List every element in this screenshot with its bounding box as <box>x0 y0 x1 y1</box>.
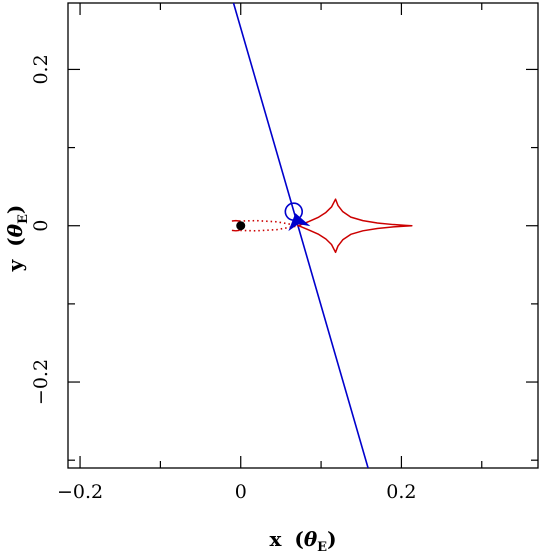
y-axis-label: y (θE) <box>3 205 31 273</box>
caustic-connector <box>239 219 300 232</box>
axis-ticks <box>68 3 538 468</box>
x-axis-unit-symbol: θ <box>304 527 318 551</box>
x-tick-label: 0.2 <box>386 481 416 503</box>
x-tick-label: −0.2 <box>57 481 103 503</box>
x-tick-label: 0 <box>235 481 247 503</box>
data-series <box>231 3 413 468</box>
data-markers <box>236 202 311 232</box>
y-axis-unit-subscript: E <box>16 214 31 224</box>
y-axis-name: y <box>3 258 27 272</box>
y-tick-label: −0.2 <box>30 359 52 405</box>
x-axis-label: x (θE) <box>269 527 336 555</box>
direction-arrow-marker <box>288 213 311 232</box>
tick-labels: −0.2 0 0.2 −0.2 0 0.2 <box>30 54 417 503</box>
x-axis-unit-subscript: E <box>317 540 327 555</box>
y-tick-label: 0.2 <box>30 54 52 84</box>
x-axis-name: x <box>269 527 282 551</box>
planetary-caustic <box>298 198 413 254</box>
lens-star-marker <box>236 221 246 231</box>
y-axis-unit-symbol: θ <box>3 223 27 237</box>
plot-frame <box>67 2 539 469</box>
source-trajectory <box>232 3 369 468</box>
y-tick-label: 0 <box>30 220 52 232</box>
